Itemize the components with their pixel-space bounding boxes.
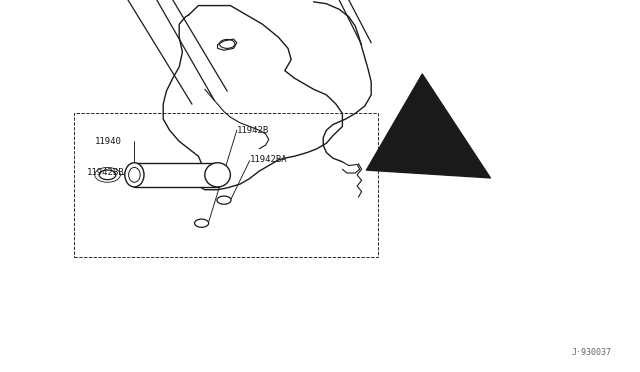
Ellipse shape — [205, 163, 230, 187]
Bar — [134, 163, 219, 187]
Text: 11942BB: 11942BB — [86, 169, 124, 177]
Ellipse shape — [125, 163, 144, 187]
Circle shape — [195, 219, 209, 227]
Circle shape — [217, 196, 231, 204]
Bar — [74, 113, 378, 257]
Text: 11940: 11940 — [95, 137, 122, 146]
Text: 11942BA: 11942BA — [250, 155, 287, 164]
Text: 11942B: 11942B — [237, 126, 269, 135]
Circle shape — [99, 170, 116, 180]
Text: FRONT: FRONT — [446, 137, 476, 165]
Text: J·930037: J·930037 — [571, 348, 611, 357]
